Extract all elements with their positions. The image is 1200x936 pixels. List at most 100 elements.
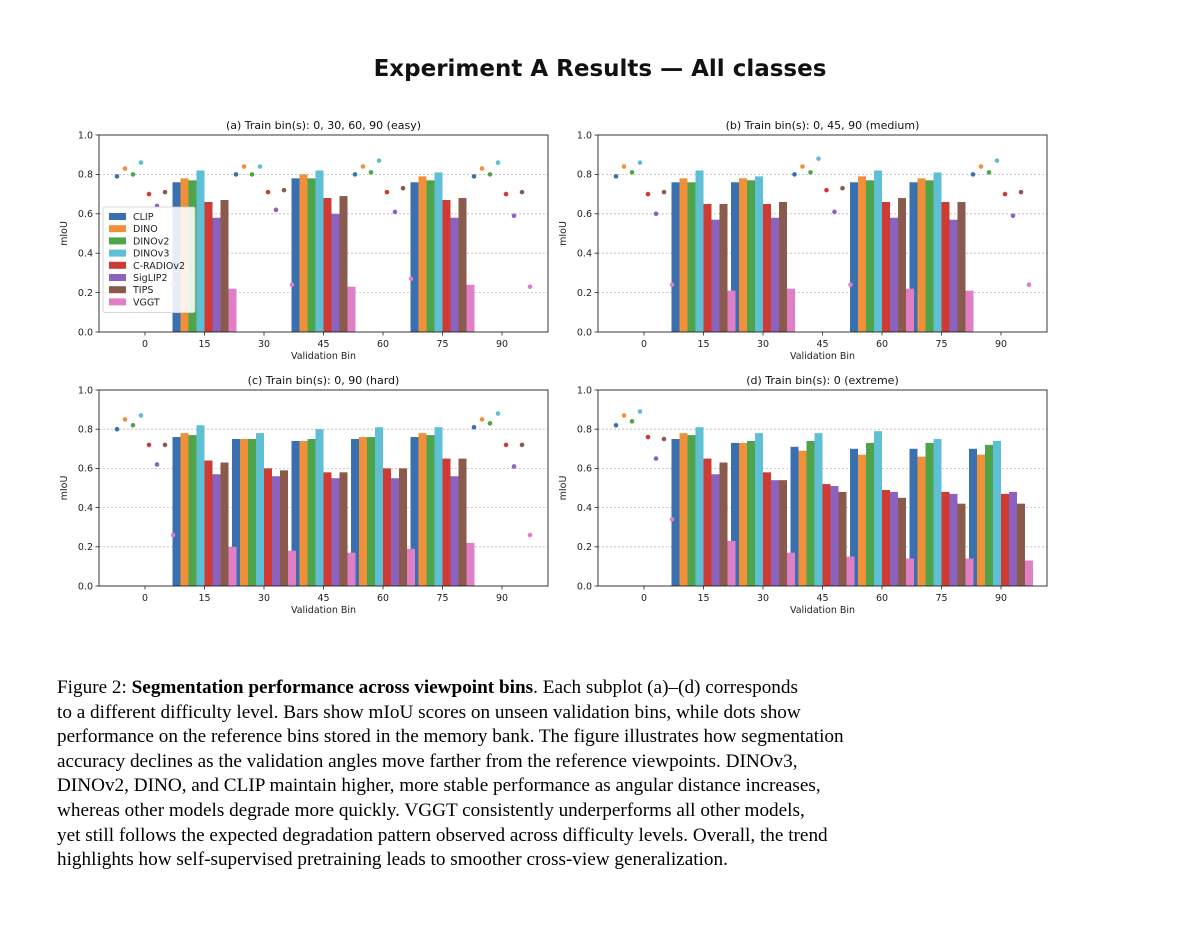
bar-DINOv3-15 <box>196 425 205 586</box>
y-tick-label: 0.4 <box>577 249 592 260</box>
caption-line-6: whereas other models degrade more quickl… <box>57 799 805 821</box>
dot-CLIP-0 <box>114 174 120 179</box>
bar-TIPS-60 <box>898 198 906 332</box>
bar-C-RADIOv2-75 <box>442 458 451 586</box>
bar-C-RADIOv2-60 <box>383 468 391 586</box>
y-tick-label: 1.0 <box>577 130 592 141</box>
bar-C-RADIOv2-45 <box>323 198 332 332</box>
x-tick-label: 90 <box>496 593 508 604</box>
bar-DINOv3-30 <box>755 176 763 332</box>
dot-C-RADIOv2-0 <box>645 434 651 440</box>
bar-SigLIP2-45 <box>331 478 340 586</box>
bar-CLIP-45 <box>291 178 300 332</box>
dot-TIPS-0 <box>162 442 168 448</box>
bar-VGGT-45 <box>347 286 356 332</box>
bar-TIPS-75 <box>458 458 467 586</box>
bar-SigLIP2-30 <box>272 476 280 586</box>
bar-DINOv3-75 <box>434 427 443 586</box>
bar-VGGT-60 <box>407 548 415 586</box>
bar-VGGT-15 <box>228 546 237 586</box>
dot-CLIP-90 <box>471 424 477 430</box>
dot-DINOv2-0 <box>130 172 136 177</box>
x-tick-label: 60 <box>876 339 888 350</box>
bar-VGGT-75 <box>466 284 475 332</box>
bar-DINO-45 <box>798 450 807 586</box>
dot-CLIP-90 <box>471 174 477 179</box>
bar-TIPS-15 <box>220 200 229 332</box>
bar-DINOv3-45 <box>315 170 324 332</box>
bar-C-RADIOv2-60 <box>882 201 890 332</box>
dot-DINO-0 <box>122 166 128 171</box>
caption-line-1: Figure 2: Segmentation performance acros… <box>57 676 1057 701</box>
dot-DINOv3-30 <box>257 164 263 169</box>
bar-DINOv3-75 <box>933 439 942 586</box>
dot-TIPS-30 <box>281 187 287 193</box>
legend-swatch-TIPS <box>109 286 126 294</box>
dot-SigLIP2-60 <box>392 209 398 215</box>
bar-VGGT-60 <box>906 558 914 586</box>
bar-DINOv2-75 <box>426 435 435 586</box>
dot-TIPS-45 <box>840 185 845 191</box>
bar-TIPS-30 <box>779 480 787 586</box>
bar-SigLIP2-15 <box>711 474 720 586</box>
dot-SigLIP2-45 <box>832 209 837 215</box>
bar-DINO-60 <box>359 437 367 586</box>
bar-SigLIP2-15 <box>711 219 720 332</box>
bar-DINOv2-15 <box>188 435 197 586</box>
y-tick-label: 0.0 <box>78 327 93 338</box>
caption-label: Figure 2: <box>57 677 132 698</box>
x-axis-label: Validation Bin <box>291 351 356 362</box>
bar-DINO-75 <box>917 456 926 586</box>
y-tick-label: 0.8 <box>78 425 93 436</box>
bar-SigLIP2-75 <box>450 217 459 332</box>
y-tick-label: 0.0 <box>577 327 592 338</box>
x-tick-label: 30 <box>258 593 270 604</box>
x-tick-label: 60 <box>876 593 888 604</box>
bar-VGGT-60 <box>906 288 914 332</box>
bar-TIPS-90 <box>1017 503 1025 586</box>
bar-TIPS-45 <box>339 472 348 586</box>
y-axis-label: mIoU <box>558 476 569 501</box>
bar-DINO-90 <box>977 454 985 586</box>
bar-DINOv3-60 <box>375 427 383 586</box>
bar-C-RADIOv2-30 <box>763 472 771 586</box>
dot-DINO-0 <box>621 164 627 169</box>
bar-SigLIP2-60 <box>391 478 399 586</box>
chart-title: (b) Train bin(s): 0, 45, 90 (medium) <box>726 119 920 132</box>
bar-VGGT-30 <box>787 552 795 586</box>
dot-DINOv2-90 <box>986 170 992 175</box>
y-tick-label: 0.8 <box>577 425 592 436</box>
bar-VGGT-75 <box>965 290 974 332</box>
bar-SigLIP2-15 <box>212 217 221 332</box>
bar-SigLIP2-60 <box>890 491 898 586</box>
caption-line-1-rest: . Each subplot (a)–(d) corresponds <box>533 677 798 698</box>
dot-DINOv2-60 <box>368 170 374 175</box>
dot-VGGT-90 <box>527 284 533 289</box>
x-tick-label: 60 <box>377 339 389 350</box>
bar-DINOv3-45 <box>814 433 823 586</box>
bar-DINO-15 <box>679 178 688 332</box>
legend-swatch-SigLIP2 <box>109 274 126 281</box>
bar-VGGT-30 <box>288 550 296 586</box>
dot-TIPS-0 <box>661 436 667 442</box>
x-tick-label: 60 <box>377 593 389 604</box>
bar-DINOv3-15 <box>695 170 704 332</box>
y-tick-label: 0.6 <box>78 209 93 220</box>
legend-swatch-CLIP <box>109 213 126 220</box>
bar-DINOv3-30 <box>755 433 763 586</box>
bar-CLIP-30 <box>731 182 739 332</box>
legend-swatch-DINOv2 <box>109 237 126 245</box>
x-tick-label: 0 <box>142 339 148 350</box>
bar-TIPS-75 <box>458 198 467 332</box>
legend-label-DINO: DINO <box>133 224 158 235</box>
dot-CLIP-0 <box>114 426 120 432</box>
legend-label-VGGT: VGGT <box>133 297 160 308</box>
bar-DINOv2-75 <box>426 180 435 332</box>
bar-C-RADIOv2-45 <box>822 484 831 586</box>
figure-caption: Figure 2: Segmentation performance acros… <box>57 676 1057 873</box>
legend-label-C-RADIOv2: C-RADIOv2 <box>133 261 185 272</box>
x-tick-label: 45 <box>317 339 329 350</box>
dot-DINOv3-0 <box>637 160 643 165</box>
x-tick-label: 75 <box>935 339 947 350</box>
bar-TIPS-15 <box>719 462 728 586</box>
